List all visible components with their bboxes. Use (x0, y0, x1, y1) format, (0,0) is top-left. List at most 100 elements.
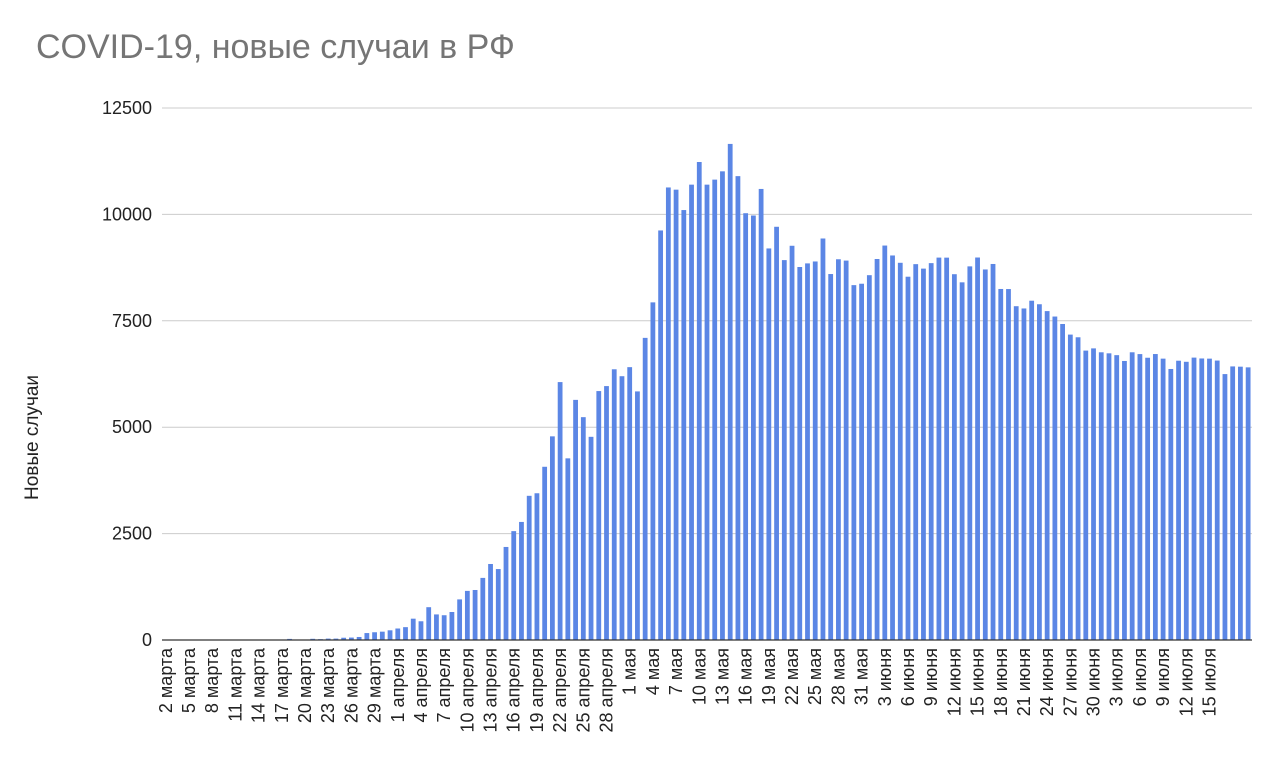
bar (1191, 357, 1197, 640)
x-tick-label: 12 июля (1176, 648, 1196, 716)
x-tick-label: 28 мая (828, 648, 848, 705)
bar (387, 630, 393, 640)
x-axis-ticks: 2 марта 5 марта 8 марта 11 марта 14 марта 17 … (156, 647, 1220, 732)
bar (325, 638, 331, 640)
bar (1075, 337, 1081, 640)
y-tick-label: 0 (142, 630, 152, 650)
bar (1052, 316, 1058, 640)
x-tick-label: 7 мая (666, 648, 686, 695)
bar (913, 264, 919, 640)
chart-title: COVID-19, новые случаи в РФ (36, 28, 515, 66)
bar (1114, 355, 1120, 640)
bar (1021, 308, 1027, 640)
bar (936, 257, 942, 640)
bar (828, 274, 834, 640)
bar (1091, 348, 1096, 640)
bar (890, 255, 895, 640)
x-tick-label: 13 апреля (481, 648, 501, 732)
bar (441, 615, 447, 640)
bar (990, 263, 996, 640)
x-tick-label: 12 июня (944, 648, 964, 716)
x-tick-label: 23 марта (318, 647, 338, 723)
bar (542, 466, 548, 640)
bar (673, 189, 679, 641)
x-tick-label: 30 июня (1084, 648, 1104, 716)
bar (480, 577, 486, 640)
bar (1222, 374, 1228, 640)
bar (611, 369, 617, 640)
bar (921, 268, 926, 640)
bar (333, 638, 339, 640)
x-tick-label: 9 июля (1153, 648, 1173, 706)
bar (549, 436, 555, 640)
bar (743, 213, 749, 640)
bar (526, 495, 532, 640)
bar (596, 391, 602, 640)
bar (650, 302, 656, 640)
x-tick-label: 15 июня (968, 648, 988, 716)
bar (410, 618, 416, 640)
bar (897, 262, 903, 640)
bar (1037, 304, 1042, 640)
x-tick-label: 4 мая (643, 648, 663, 695)
bar (681, 210, 687, 640)
bar (967, 266, 973, 640)
bar (472, 589, 478, 640)
bar (1152, 354, 1158, 640)
bar (418, 621, 424, 640)
bar (1122, 360, 1127, 640)
bar (488, 563, 493, 640)
bar (619, 376, 625, 640)
bar (658, 230, 664, 640)
x-tick-label: 3 июня (875, 648, 895, 706)
x-tick-label: 2 марта (156, 647, 176, 713)
bar (1238, 366, 1243, 640)
x-tick-label: 28 апреля (597, 648, 617, 732)
x-tick-label: 11 марта (225, 647, 245, 722)
bar (982, 269, 988, 640)
x-tick-label: 15 июля (1200, 648, 1220, 716)
bar (944, 257, 950, 640)
bar (766, 248, 772, 640)
bar (1245, 367, 1251, 640)
bar (1060, 323, 1065, 640)
x-tick-label: 1 мая (620, 648, 640, 695)
bar (812, 261, 818, 640)
bar (905, 276, 911, 640)
bar (495, 569, 501, 640)
x-tick-label: 13 мая (713, 648, 733, 705)
bar (789, 245, 795, 640)
bar (1168, 368, 1174, 640)
x-tick-label: 25 мая (805, 648, 825, 705)
bar (758, 188, 764, 640)
bar (379, 631, 385, 640)
bar (1145, 357, 1151, 640)
x-tick-label: 6 июня (898, 648, 918, 706)
bar (859, 283, 864, 640)
x-tick-label: 22 апреля (550, 648, 570, 732)
bar (511, 531, 517, 640)
bar (1013, 306, 1019, 640)
bar (573, 399, 578, 640)
bar (727, 143, 733, 641)
bar (1176, 360, 1181, 640)
x-tick-label: 19 апреля (527, 648, 547, 732)
bar (665, 187, 671, 640)
bar (696, 162, 702, 640)
x-tick-label: 6 июля (1130, 648, 1150, 706)
bar (1106, 353, 1112, 640)
bars (163, 143, 1251, 641)
bar (704, 184, 710, 640)
y-axis-ticks: 0 2500 5000 7500 10000 12500 (102, 98, 152, 650)
x-tick-label: 26 марта (341, 647, 361, 723)
x-tick-label: 10 мая (689, 648, 709, 705)
bar (426, 607, 432, 640)
x-tick-label: 8 марта (202, 647, 222, 713)
bar (403, 627, 408, 640)
x-tick-label: 31 мая (852, 648, 872, 705)
y-tick-label: 2500 (112, 524, 152, 544)
bar (836, 259, 841, 640)
bar (1029, 300, 1035, 640)
bar (434, 614, 439, 640)
